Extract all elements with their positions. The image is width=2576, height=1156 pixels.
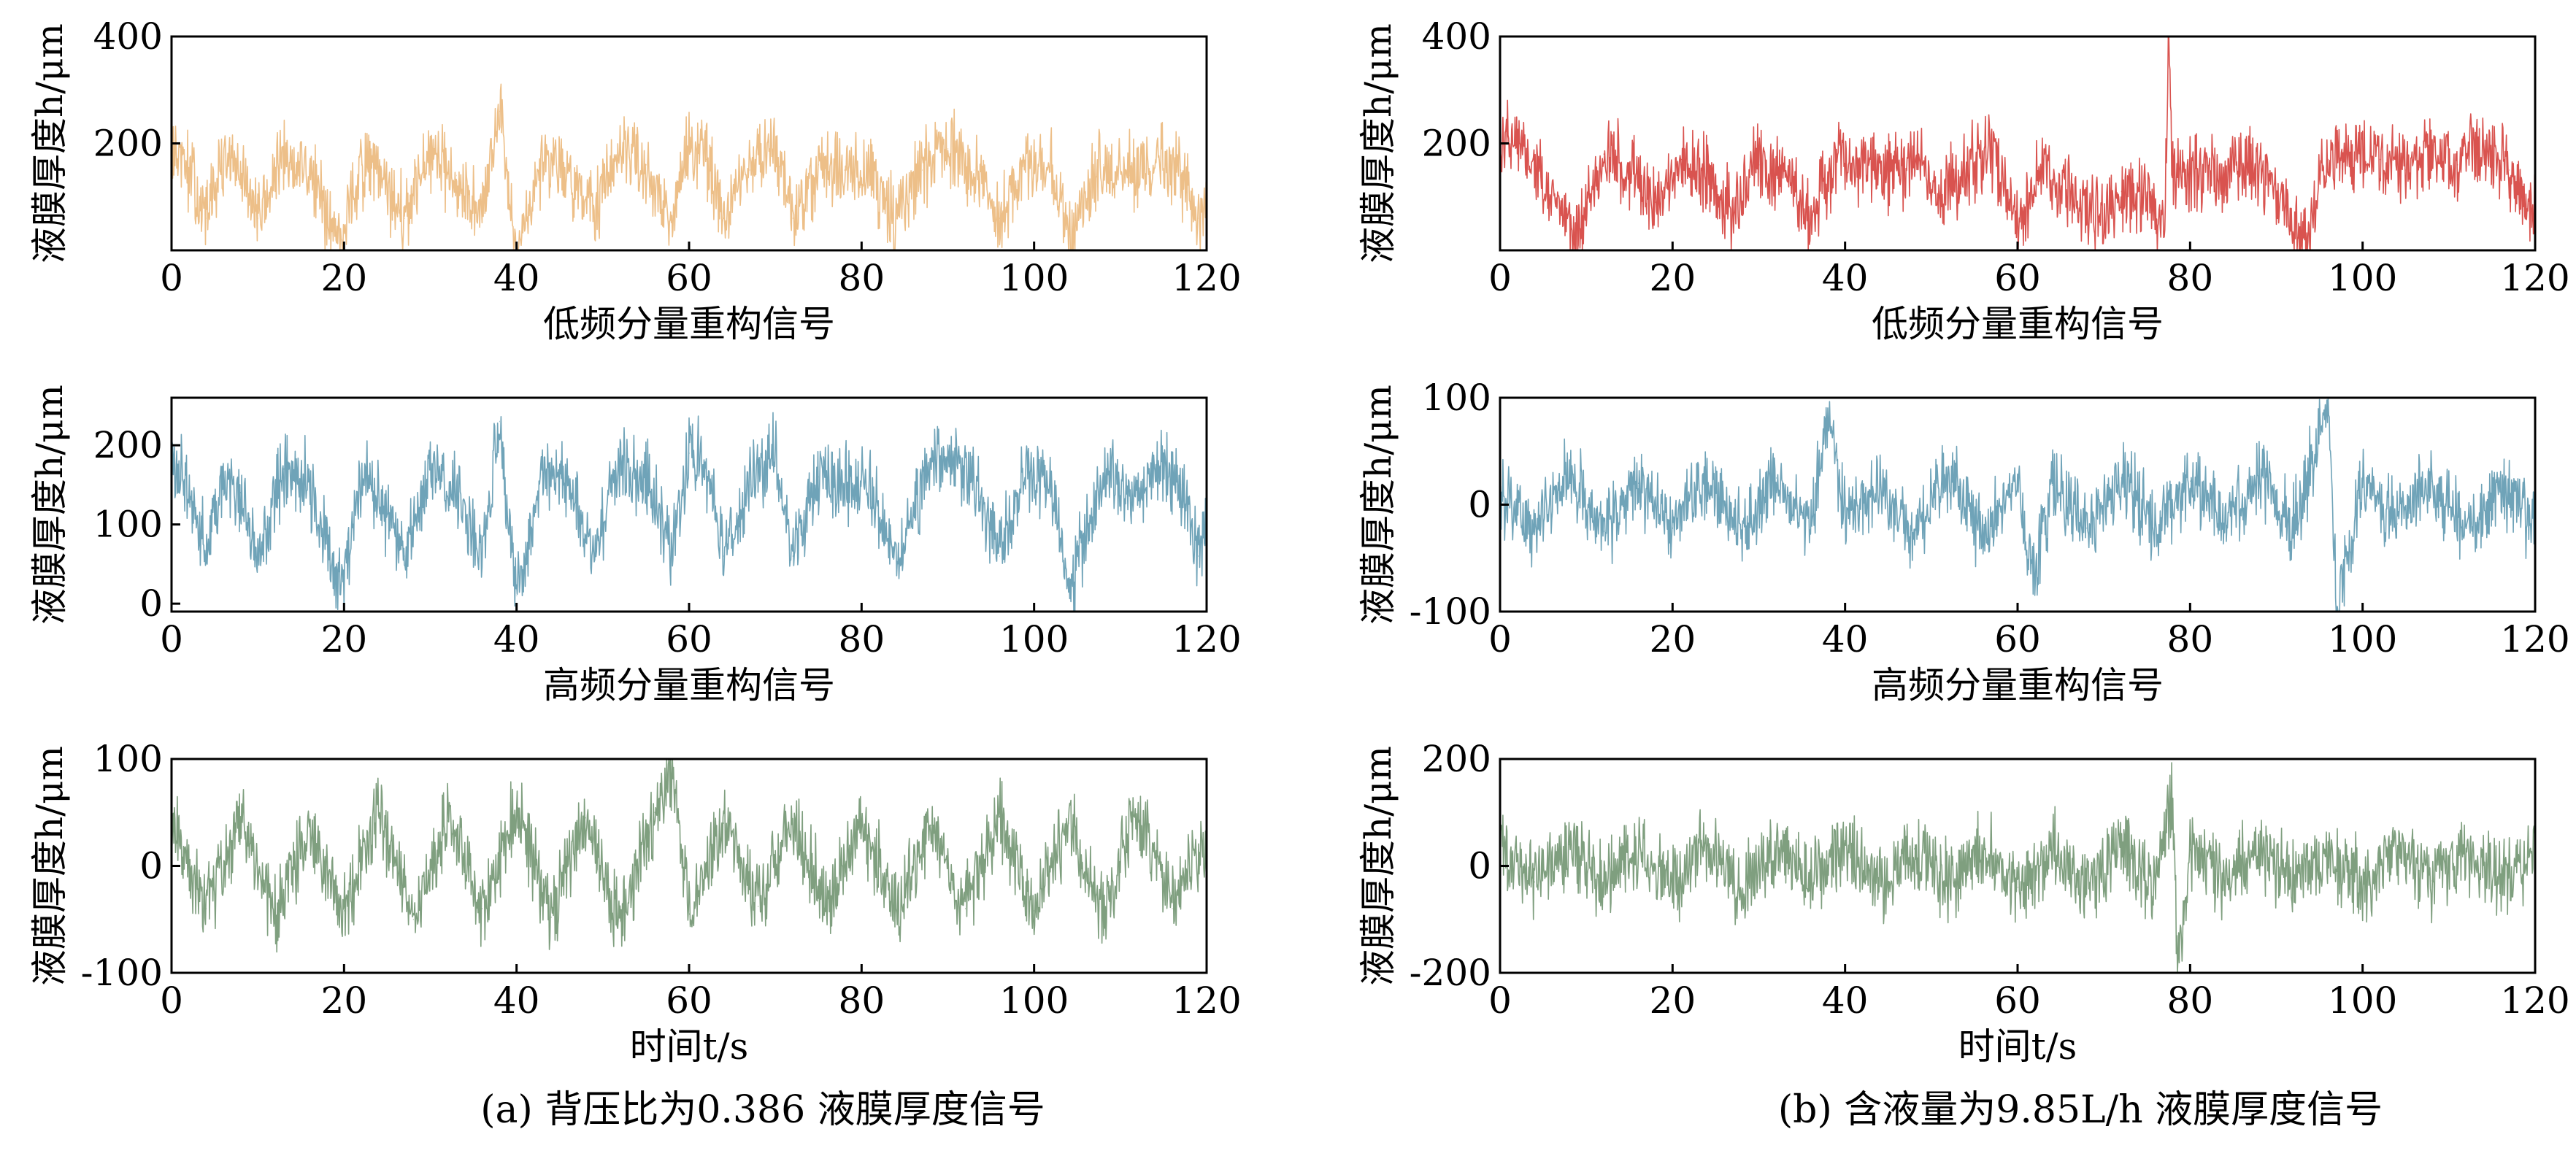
x-tick-label-b1-120: 120 bbox=[2500, 257, 2569, 299]
x-tick-label-a3-100: 100 bbox=[999, 979, 1069, 1022]
y-tick-label-a1-200: 200 bbox=[93, 123, 163, 165]
y-tick-label-b2-100: 100 bbox=[1422, 377, 1491, 419]
x-tick-label-a2-120: 120 bbox=[1172, 618, 1241, 660]
x-tick-label-b3-60: 60 bbox=[1994, 979, 2041, 1022]
x-tick-label-a3-60: 60 bbox=[666, 979, 712, 1022]
x-tick-label-b3-40: 40 bbox=[1822, 979, 1869, 1022]
x-tick-label-b3-20: 20 bbox=[1650, 979, 1696, 1022]
y-tick-label-b1-400: 400 bbox=[1422, 15, 1491, 58]
y-tick-label-a3--100: -100 bbox=[81, 952, 163, 994]
x-tick-label-a2-20: 20 bbox=[321, 618, 368, 660]
y-axis-title-b2: 液膜厚度h/μm bbox=[1357, 385, 1399, 625]
x-tick-label-b1-0: 0 bbox=[1488, 257, 1512, 299]
x-tick-label-a2-40: 40 bbox=[493, 618, 540, 660]
y-tick-label-b3--200: -200 bbox=[1410, 952, 1491, 994]
y-axis-title-a1: 液膜厚度h/μm bbox=[28, 23, 71, 263]
x-tick-label-a1-60: 60 bbox=[666, 257, 712, 299]
x-tick-label-a1-0: 0 bbox=[160, 257, 183, 299]
x-tick-label-a3-20: 20 bbox=[321, 979, 368, 1022]
x-tick-label-b2-120: 120 bbox=[2500, 618, 2569, 660]
y-axis-title-b1: 液膜厚度h/μm bbox=[1357, 23, 1399, 263]
x-tick-label-a3-40: 40 bbox=[493, 979, 540, 1022]
x-tick-label-b1-20: 20 bbox=[1650, 257, 1696, 299]
y-tick-label-a3-0: 0 bbox=[139, 845, 163, 887]
x-tick-label-a3-80: 80 bbox=[839, 979, 885, 1022]
x-tick-label-b2-40: 40 bbox=[1822, 618, 1869, 660]
y-axis-title-b3: 液膜厚度h/μm bbox=[1357, 746, 1399, 986]
x-tick-label-b3-0: 0 bbox=[1488, 979, 1512, 1022]
series-line-b3 bbox=[1499, 762, 2536, 974]
x-tick-label-b2-100: 100 bbox=[2328, 618, 2397, 660]
series-line-a1 bbox=[171, 83, 1207, 251]
x-axis-title-a2: 高频分量重构信号 bbox=[543, 664, 835, 706]
caption-a: (a) 背压比为0.386 液膜厚度信号 bbox=[480, 1088, 1045, 1132]
x-axis-title-a3: 时间t/s bbox=[630, 1025, 749, 1068]
y-tick-label-b3-0: 0 bbox=[1468, 845, 1491, 887]
y-tick-label-b2--100: -100 bbox=[1410, 590, 1491, 633]
x-tick-label-b2-0: 0 bbox=[1488, 618, 1512, 660]
x-tick-label-b1-100: 100 bbox=[2328, 257, 2397, 299]
x-tick-label-b3-80: 80 bbox=[2167, 979, 2214, 1022]
y-axis-title-a3: 液膜厚度h/μm bbox=[28, 746, 71, 986]
x-axis-title-b3: 时间t/s bbox=[1958, 1025, 2077, 1068]
x-tick-label-a1-120: 120 bbox=[1172, 257, 1241, 299]
x-tick-label-a1-20: 20 bbox=[321, 257, 368, 299]
y-tick-label-b2-0: 0 bbox=[1468, 484, 1491, 526]
y-axis-title-a2: 液膜厚度h/μm bbox=[28, 385, 71, 625]
x-tick-label-b3-100: 100 bbox=[2328, 979, 2397, 1022]
x-tick-label-b1-60: 60 bbox=[1994, 257, 2041, 299]
x-tick-label-b2-20: 20 bbox=[1650, 618, 1696, 660]
x-tick-label-a2-0: 0 bbox=[160, 618, 183, 660]
y-tick-label-a3-100: 100 bbox=[93, 738, 163, 780]
x-tick-label-b2-80: 80 bbox=[2167, 618, 2214, 660]
x-tick-label-b2-60: 60 bbox=[1994, 618, 2041, 660]
x-tick-label-b1-80: 80 bbox=[2167, 257, 2214, 299]
x-tick-label-a2-100: 100 bbox=[999, 618, 1069, 660]
x-tick-label-a2-80: 80 bbox=[839, 618, 885, 660]
x-tick-label-b1-40: 40 bbox=[1822, 257, 1869, 299]
series-line-a3 bbox=[171, 758, 1207, 953]
x-tick-label-a3-0: 0 bbox=[160, 979, 183, 1022]
y-tick-label-a2-200: 200 bbox=[93, 424, 163, 466]
y-tick-label-a2-100: 100 bbox=[93, 504, 163, 546]
x-axis-title-a1: 低频分量重构信号 bbox=[543, 303, 835, 345]
caption-b: (b) 含液量为9.85L/h 液膜厚度信号 bbox=[1778, 1088, 2383, 1132]
series-line-b1 bbox=[1499, 36, 2536, 251]
y-tick-label-a2-0: 0 bbox=[139, 582, 163, 625]
y-tick-label-a1-400: 400 bbox=[93, 15, 163, 58]
series-line-b2 bbox=[1499, 397, 2536, 612]
y-tick-label-b1-200: 200 bbox=[1422, 123, 1491, 165]
x-tick-label-a1-40: 40 bbox=[493, 257, 540, 299]
y-tick-label-b3-200: 200 bbox=[1422, 738, 1491, 780]
x-tick-label-a2-60: 60 bbox=[666, 618, 712, 660]
x-tick-label-b3-120: 120 bbox=[2500, 979, 2569, 1022]
x-axis-title-b2: 高频分量重构信号 bbox=[1872, 664, 2164, 706]
x-tick-label-a3-120: 120 bbox=[1172, 979, 1241, 1022]
x-tick-label-a1-100: 100 bbox=[999, 257, 1069, 299]
series-line-a2 bbox=[171, 412, 1207, 612]
x-tick-label-a1-80: 80 bbox=[839, 257, 885, 299]
x-axis-title-b1: 低频分量重构信号 bbox=[1872, 303, 2164, 345]
